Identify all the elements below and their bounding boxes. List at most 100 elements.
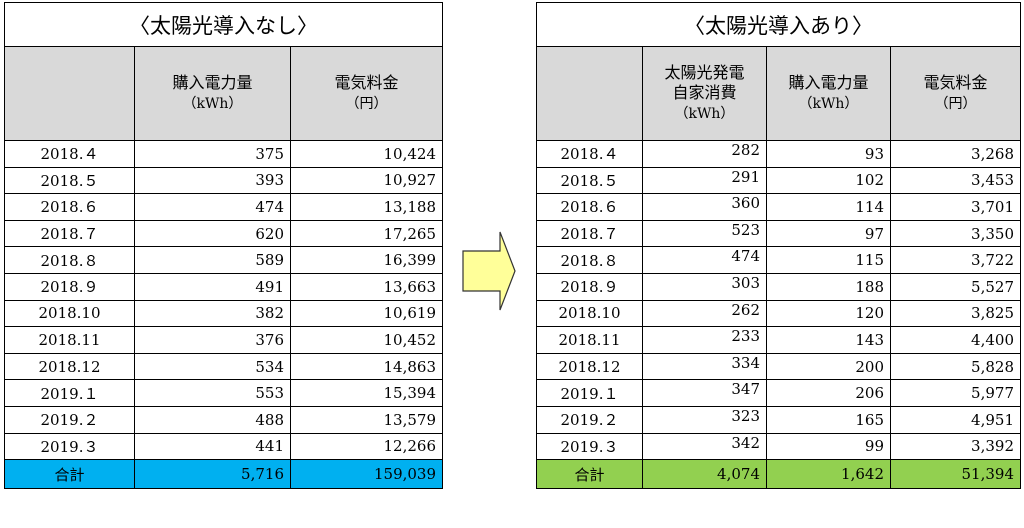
cell-month: 2018.７ [4,219,135,248]
cell-month: 2018.５ [536,166,643,195]
table-row: 2018.４ 282 93 3,268 [536,140,1021,168]
table-row: 2018.５ 393 10,927 [4,166,444,195]
header-label: 購入電力量 [172,73,253,92]
cell-month: 2019.３ [536,432,643,461]
cell-purchased: 97 [766,219,891,248]
cell-month: 2018.10 [4,299,135,328]
cell-month: 2018.５ [4,166,135,195]
table-row: 2019.１ 553 15,394 [4,379,444,407]
right-arrow-icon [462,231,516,311]
cell-fee: 3,350 [890,219,1021,248]
cell-purchased: 589 [134,246,291,274]
table-row: 2018.12 334 200 5,828 [536,352,1021,381]
header-label: 購入電力量 [788,73,869,92]
cell-month: 2019.１ [4,379,135,407]
header-unit: （円） [345,96,388,112]
cell-solar: 323 [642,405,767,434]
header-blank [536,46,643,141]
cell-month: 2018.９ [4,272,135,301]
cell-solar: 303 [642,272,767,301]
cell-purchased: 441 [134,432,291,461]
cell-solar: 291 [642,166,767,195]
cell-purchased: 93 [766,140,891,168]
cell-month: 2018.６ [4,193,135,221]
cell-purchased: 200 [766,352,891,381]
table-without-solar: 〈太陽光導入なし〉 購入電力量 （kWh） 電気料金 （円） 2018.４ 375 10… [3,2,444,490]
cell-solar: 474 [642,246,767,274]
cell-purchased: 393 [134,166,291,195]
header-purchased-power: 購入電力量 （kWh） [766,46,891,141]
total-solar: 4,074 [642,459,767,490]
table-row: 2018.７ 523 97 3,350 [536,219,1021,248]
header-unit: （kWh） [674,106,735,122]
cell-month: 2019.２ [536,405,643,434]
table-row: 2018.10 382 10,619 [4,299,444,328]
header-label-line1: 太陽光発電 [664,63,745,82]
cell-month: 2018.９ [536,272,643,301]
cell-fee: 10,424 [289,140,444,168]
cell-fee: 3,701 [890,193,1021,221]
cell-purchased: 488 [134,405,291,434]
header-unit: （kWh） [798,96,859,112]
table-row: 2019.１ 347 206 5,977 [536,379,1021,407]
cell-solar: 233 [642,326,767,354]
header-label: 電気料金 [923,73,988,92]
header-label-line2: 自家消費 [672,83,737,102]
cell-month: 2018.10 [536,299,643,328]
table-row: 2019.３ 342 99 3,392 [536,432,1021,461]
cell-solar: 360 [642,193,767,221]
cell-purchased: 382 [134,299,291,328]
table-row: 2018.10 262 120 3,825 [536,299,1021,328]
cell-fee: 13,188 [289,193,444,221]
cell-month: 2018.12 [4,352,135,381]
cell-fee: 12,266 [289,432,444,461]
table-row: 2018.11 376 10,452 [4,326,444,354]
cell-month: 2018.11 [4,326,135,354]
table-row: 2018.８ 589 16,399 [4,246,444,274]
cell-solar: 334 [642,352,767,381]
cell-purchased: 143 [766,326,891,354]
table-row: 2018.６ 360 114 3,701 [536,193,1021,221]
cell-fee: 10,619 [289,299,444,328]
cell-fee: 13,579 [289,405,444,434]
header-purchased-power: 購入電力量 （kWh） [134,46,291,141]
cell-fee: 14,863 [289,352,444,381]
cell-fee: 3,268 [890,140,1021,168]
header-electricity-fee: 電気料金 （円） [890,46,1021,141]
table-row: 2019.２ 488 13,579 [4,405,444,434]
table-row: 2018.９ 303 188 5,527 [536,272,1021,301]
table-row: 2019.２ 323 165 4,951 [536,405,1021,434]
cell-fee: 5,527 [890,272,1021,301]
total-row: 合計 4,074 1,642 51,394 [536,459,1021,490]
cell-month: 2018.６ [536,193,643,221]
cell-month: 2019.２ [4,405,135,434]
cell-month: 2018.８ [4,246,135,274]
cell-purchased: 99 [766,432,891,461]
total-purchased: 1,642 [766,459,891,490]
cell-purchased: 114 [766,193,891,221]
total-purchased: 5,716 [134,459,291,490]
cell-solar: 282 [642,140,767,168]
cell-purchased: 491 [134,272,291,301]
cell-solar: 523 [642,219,767,248]
table-row: 2019.３ 441 12,266 [4,432,444,461]
cell-solar: 262 [642,299,767,328]
cell-fee: 10,452 [289,326,444,354]
cell-purchased: 534 [134,352,291,381]
header-unit: （円） [934,96,977,112]
header-blank [4,46,135,141]
cell-purchased: 102 [766,166,891,195]
cell-purchased: 206 [766,379,891,407]
header-electricity-fee: 電気料金 （円） [289,46,444,141]
cell-month: 2019.１ [536,379,643,407]
cell-fee: 4,400 [890,326,1021,354]
cell-month: 2019.３ [4,432,135,461]
table-row: 2018.６ 474 13,188 [4,193,444,221]
cell-fee: 5,828 [890,352,1021,381]
total-label: 合計 [4,459,135,490]
cell-month: 2018.４ [4,140,135,168]
cell-fee: 3,825 [890,299,1021,328]
table-row: 2018.８ 474 115 3,722 [536,246,1021,274]
cell-purchased: 474 [134,193,291,221]
cell-purchased: 376 [134,326,291,354]
